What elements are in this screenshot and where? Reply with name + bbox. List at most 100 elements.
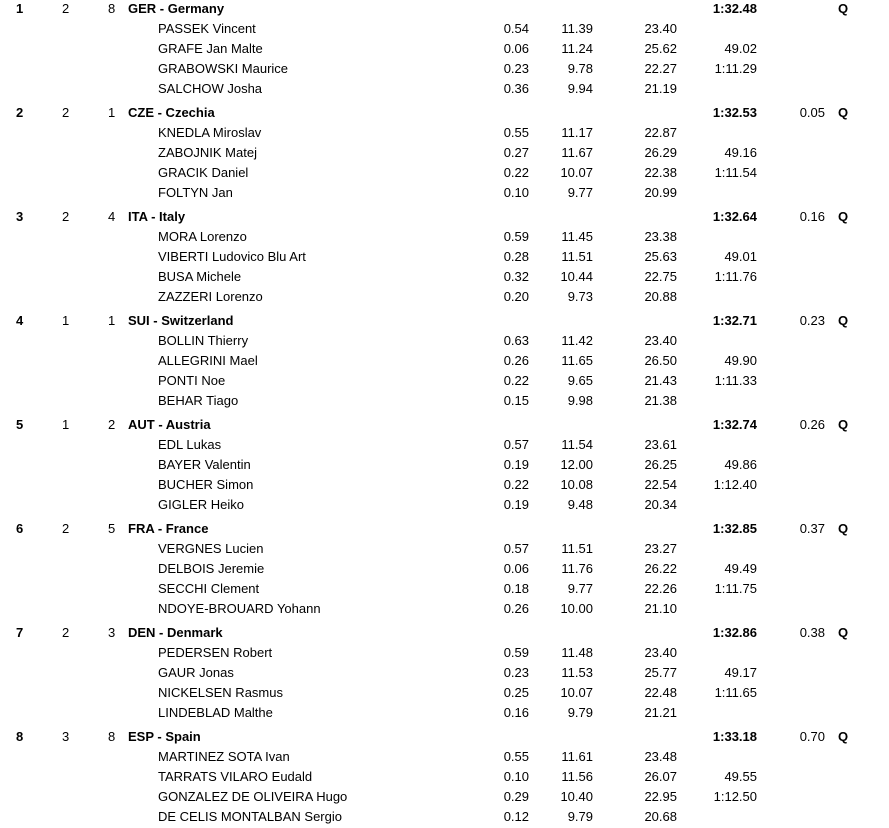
time-behind: 0.26: [799, 417, 825, 432]
athlete-row: NICKELSEN Rasmus 0.25 10.07 22.48 1:11.65: [0, 684, 889, 704]
reaction-time: 0.28: [503, 249, 529, 264]
cumulative-time: 1:11.65: [714, 685, 757, 700]
athlete-row: VERGNES Lucien 0.57 11.51 23.27: [0, 540, 889, 560]
reaction-time: 0.54: [503, 21, 529, 36]
lane: 3: [108, 625, 116, 640]
athlete-name: TARRATS VILARO Eudald: [158, 769, 313, 784]
rank: 4: [16, 313, 24, 328]
team-block: 2 2 1 CZE - Czechia 1:32.53 0.05 Q KNEDLA Miros…: [0, 104, 889, 204]
cumulative-time: 1:12.50: [713, 789, 757, 804]
team-row: 6 2 5 FRA - France 1:32.85 0.37 Q: [0, 520, 889, 540]
reaction-time: 0.32: [503, 269, 529, 284]
heat: 2: [62, 625, 70, 640]
final-time: 1:32.48: [712, 1, 757, 16]
split-50m: 9.77: [567, 185, 593, 200]
split-50m: 9.48: [567, 497, 593, 512]
athlete-row: TARRATS VILARO Eudald 0.10 11.56 26.07 49.55: [0, 768, 889, 788]
reaction-time: 0.22: [503, 373, 529, 388]
athlete-row: NDOYE-BROUARD Yohann 0.26 10.00 21.10: [0, 600, 889, 620]
team-name: FRA - France: [128, 521, 209, 536]
athlete-row: BEHAR Tiago 0.15 9.98 21.38: [0, 392, 889, 412]
leg-time: 25.77: [644, 665, 677, 680]
split-50m: 9.79: [567, 705, 593, 720]
heat: 1: [62, 417, 70, 432]
split-50m: 12.00: [560, 457, 593, 472]
qualification-mark: Q: [838, 417, 849, 432]
athlete-row: PONTI Noe 0.22 9.65 21.43 1:11.33: [0, 372, 889, 392]
reaction-time: 0.23: [503, 665, 529, 680]
split-50m: 11.17: [561, 125, 593, 140]
cumulative-time: 1:11.33: [714, 373, 757, 388]
leg-time: 20.34: [644, 497, 677, 512]
split-50m: 9.94: [567, 81, 593, 96]
reaction-time: 0.15: [503, 393, 529, 408]
cumulative-time: 49.55: [724, 769, 757, 784]
athlete-name: BAYER Valentin: [158, 457, 251, 472]
leg-time: 22.26: [644, 581, 677, 596]
athlete-row: DELBOIS Jeremie 0.06 11.76 26.22 49.49: [0, 560, 889, 580]
split-50m: 11.54: [561, 437, 593, 452]
leg-time: 26.22: [644, 561, 677, 576]
heat: 2: [62, 1, 70, 16]
rank: 8: [16, 729, 24, 744]
athlete-name: FOLTYN Jan: [158, 185, 233, 200]
athlete-name: PEDERSEN Robert: [158, 645, 273, 660]
leg-time: 26.29: [644, 145, 677, 160]
athlete-row: EDL Lukas 0.57 11.54 23.61: [0, 436, 889, 456]
heat: 3: [62, 729, 70, 744]
athlete-row: LINDEBLAD Malthe 0.16 9.79 21.21: [0, 704, 889, 724]
split-50m: 9.65: [567, 373, 593, 388]
time-behind: 0.23: [799, 313, 825, 328]
team-row: 1 2 8 GER - Germany 1:32.48 Q: [0, 0, 889, 20]
reaction-time: 0.57: [503, 541, 529, 556]
split-50m: 11.76: [561, 561, 593, 576]
reaction-time: 0.12: [503, 809, 529, 824]
team-block: 3 2 4 ITA - Italy 1:32.64 0.16 Q MORA Lorenzo 0.…: [0, 208, 889, 308]
leg-time: 22.48: [644, 685, 677, 700]
split-50m: 11.53: [561, 665, 593, 680]
team-row: 4 1 1 SUI - Switzerland 1:32.71 0.23 Q: [0, 312, 889, 332]
leg-time: 23.27: [644, 541, 677, 556]
leg-time: 22.54: [644, 477, 677, 492]
athlete-name: SECCHI Clement: [158, 581, 260, 596]
athlete-name: MARTINEZ SOTA Ivan: [158, 749, 290, 764]
leg-time: 23.38: [644, 229, 677, 244]
leg-time: 23.40: [644, 333, 677, 348]
split-50m: 11.39: [561, 21, 593, 36]
cumulative-time: 49.02: [724, 41, 757, 56]
athlete-row: GRAFE Jan Malte 0.06 11.24 25.62 49.02: [0, 40, 889, 60]
athlete-row: GRABOWSKI Maurice 0.23 9.78 22.27 1:11.29: [0, 60, 889, 80]
athlete-name: ZAZZERI Lorenzo: [158, 289, 263, 304]
athlete-row: ZABOJNIK Matej 0.27 11.67 26.29 49.16: [0, 144, 889, 164]
leg-time: 25.63: [644, 249, 677, 264]
split-50m: 10.44: [560, 269, 593, 284]
athlete-row: BUSA Michele 0.32 10.44 22.75 1:11.76: [0, 268, 889, 288]
athlete-name: NICKELSEN Rasmus: [158, 685, 283, 700]
athlete-row: ZAZZERI Lorenzo 0.20 9.73 20.88: [0, 288, 889, 308]
leg-time: 23.61: [644, 437, 677, 452]
team-row: 5 1 2 AUT - Austria 1:32.74 0.26 Q: [0, 416, 889, 436]
team-name: SUI - Switzerland: [128, 313, 234, 328]
reaction-time: 0.59: [503, 229, 529, 244]
split-50m: 9.73: [567, 289, 593, 304]
time-behind: 0.70: [799, 729, 825, 744]
split-50m: 10.07: [560, 685, 593, 700]
athlete-name: GIGLER Heiko: [158, 497, 244, 512]
reaction-time: 0.23: [503, 61, 529, 76]
reaction-time: 0.18: [503, 581, 529, 596]
team-name: ESP - Spain: [128, 729, 201, 744]
cumulative-time: 49.17: [724, 665, 757, 680]
qualification-mark: Q: [838, 105, 849, 120]
athlete-name: VERGNES Lucien: [158, 541, 264, 556]
cumulative-time: 1:11.29: [714, 61, 757, 76]
athlete-name: BOLLIN Thierry: [158, 333, 249, 348]
split-50m: 10.00: [560, 601, 593, 616]
team-block: 1 2 8 GER - Germany 1:32.48 Q PASSEK Vincent 0.…: [0, 0, 889, 100]
athlete-name: BUCHER Simon: [158, 477, 254, 492]
split-50m: 9.78: [567, 61, 593, 76]
reaction-time: 0.26: [503, 353, 529, 368]
athlete-row: GRACIK Daniel 0.22 10.07 22.38 1:11.54: [0, 164, 889, 184]
athlete-row: DE CELIS MONTALBAN Sergio 0.12 9.79 20.68: [0, 808, 889, 828]
leg-time: 26.25: [644, 457, 677, 472]
leg-time: 22.87: [644, 125, 677, 140]
